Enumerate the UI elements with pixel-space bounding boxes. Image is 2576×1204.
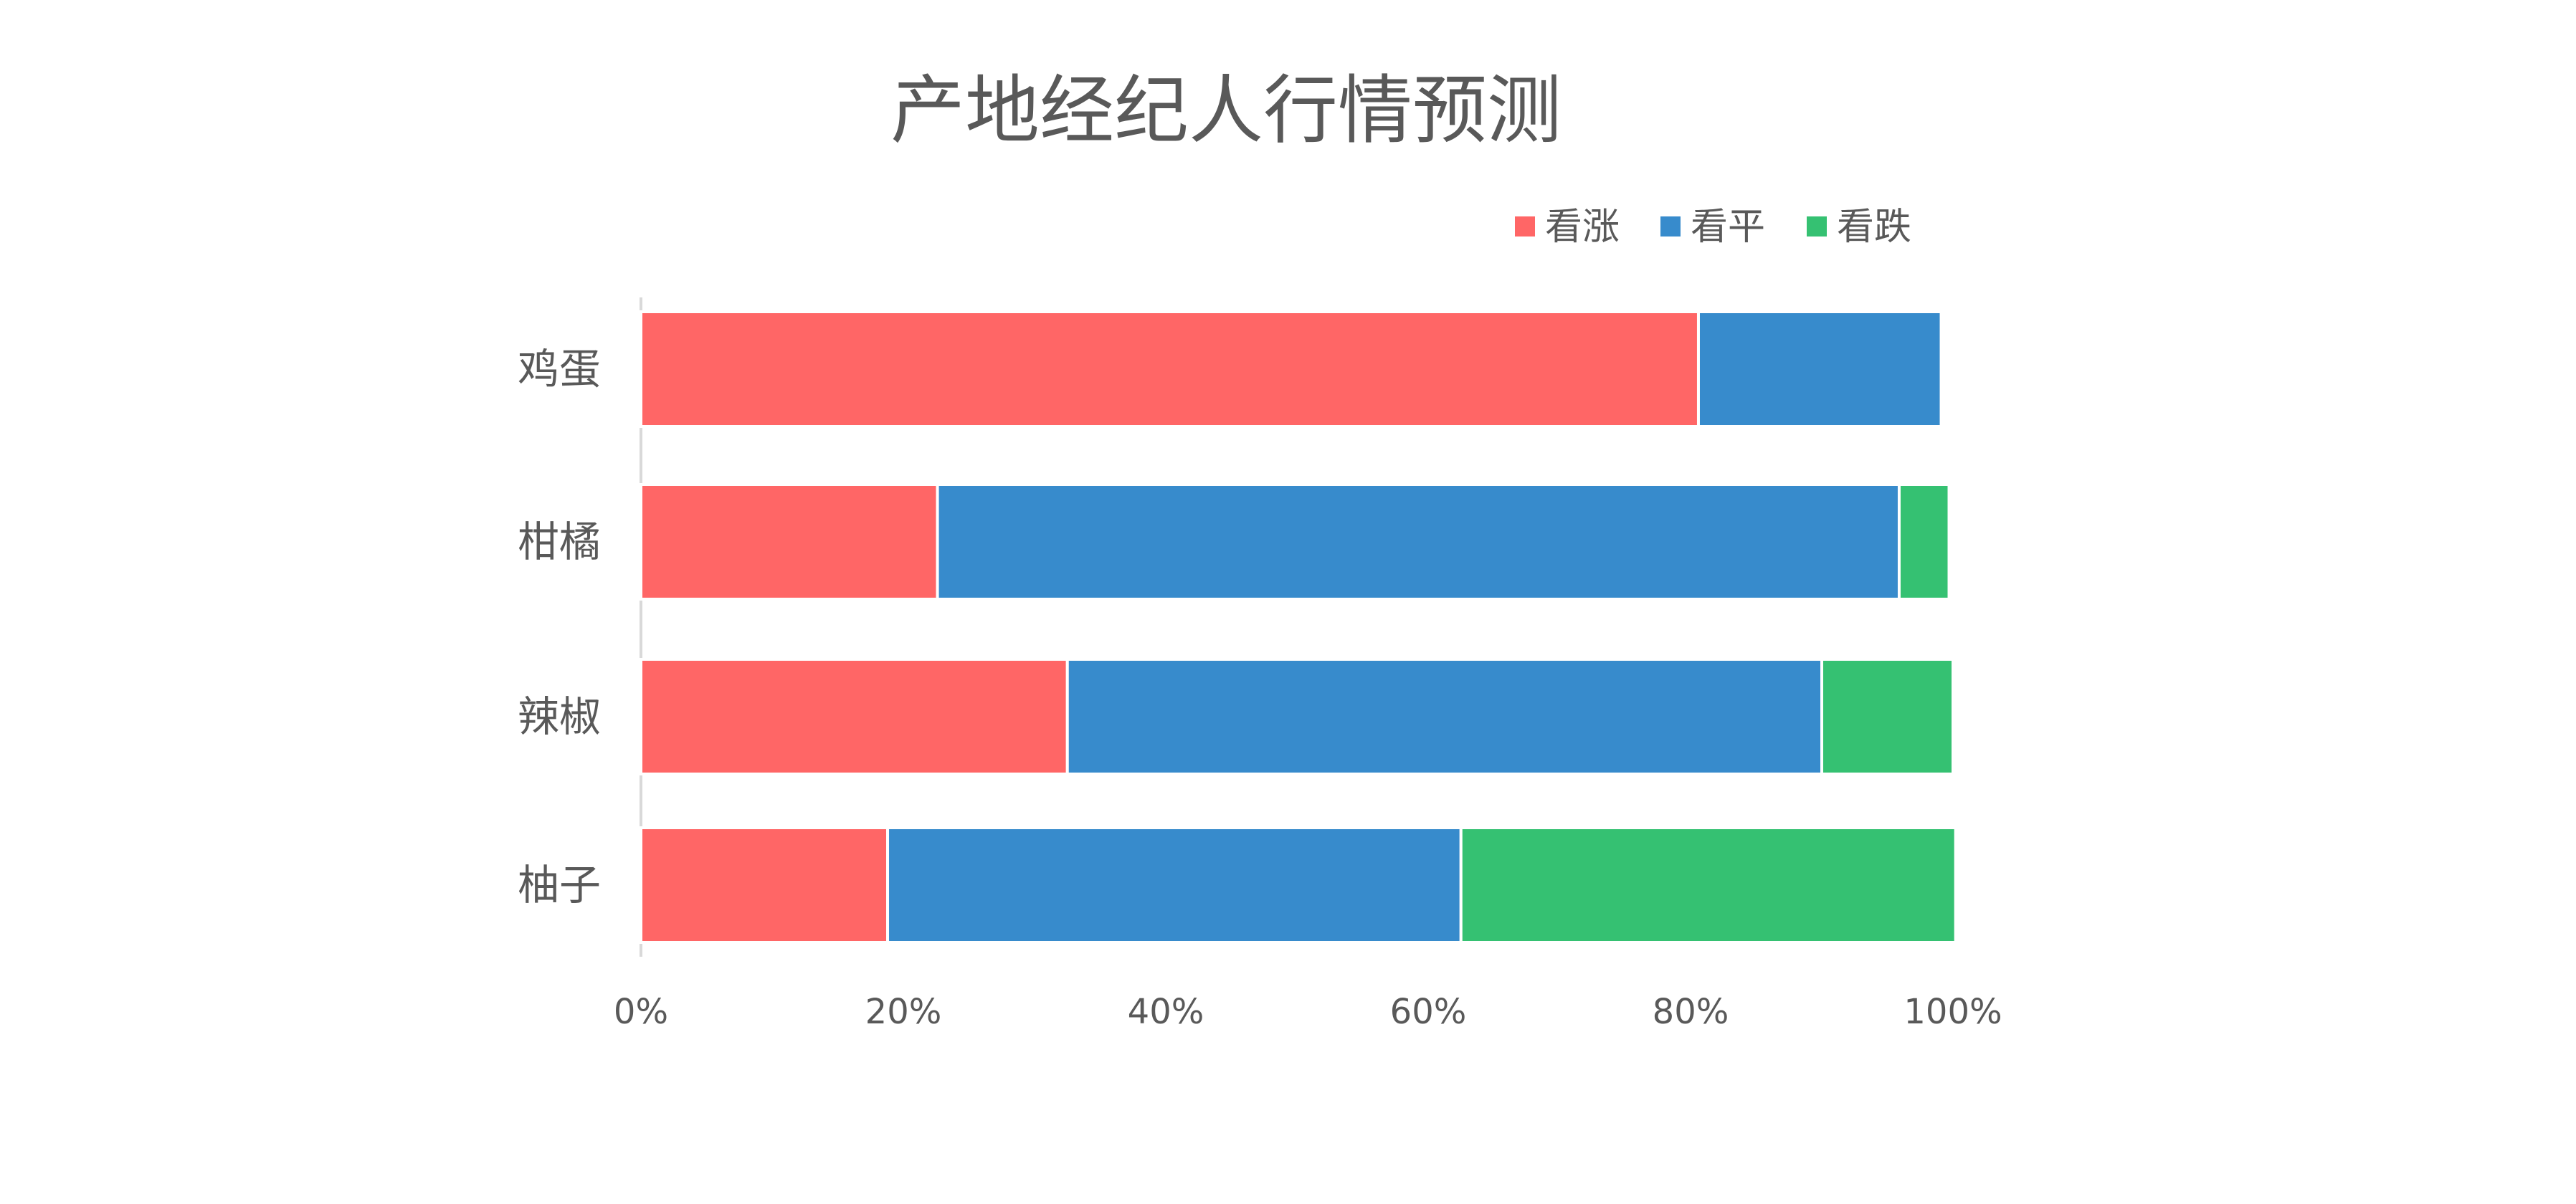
category-label: 柑橘 [518, 517, 601, 566]
x-tick-label: 100% [1904, 992, 2002, 1032]
bar-0-1 [1696, 310, 1943, 428]
bars-group [640, 310, 1957, 944]
legend-swatch [1660, 216, 1681, 236]
bar-1-1 [936, 483, 1901, 601]
bar-2-2 [1820, 658, 1954, 775]
x-tick-label: 0% [614, 992, 668, 1032]
bar-2-0 [640, 658, 1069, 775]
bar-0-0 [640, 310, 1700, 428]
legend-swatch [1807, 216, 1827, 236]
bar-3-1 [886, 826, 1463, 944]
bar-3-0 [640, 826, 890, 944]
legend: 看涨 看平 看跌 [1515, 206, 1911, 249]
chart-title: 产地经纪人行情预测 [890, 67, 1562, 154]
legend-label: 看涨 [1545, 206, 1620, 249]
x-tick-label: 60% [1390, 992, 1467, 1032]
bar-3-2 [1459, 826, 1957, 944]
category-label: 鸡蛋 [518, 345, 601, 393]
bar-2-1 [1065, 658, 1823, 775]
x-tick-label: 80% [1653, 992, 1729, 1032]
legend-swatch [1515, 216, 1535, 236]
x-tick-label: 40% [1128, 992, 1204, 1032]
category-label: 辣椒 [518, 692, 601, 741]
bar-1-2 [1897, 483, 1951, 601]
legend-label: 看平 [1691, 206, 1765, 249]
x-tick-label: 20% [865, 992, 942, 1032]
x-axis-ticks: 0% 20% 40% 60% 80% 100% [614, 992, 2002, 1032]
bar-1-0 [640, 483, 939, 601]
category-label: 柚子 [518, 861, 601, 909]
legend-label: 看跌 [1837, 206, 1911, 249]
